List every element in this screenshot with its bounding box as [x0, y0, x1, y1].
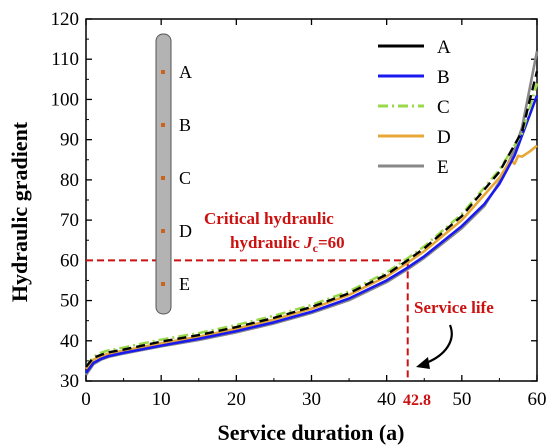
series-line-c: [84, 83, 539, 368]
probe-marker-a: [161, 70, 165, 74]
probe-marker-d: [161, 229, 165, 233]
axis-ticks: 0 10 20 30 40 50 60 30 40 50 60 70 80 90 100 110 120: [51, 9, 547, 410]
x-tick-label: 50: [452, 389, 471, 410]
series-line-b: [84, 94, 539, 374]
probe-marker-b: [161, 123, 165, 127]
y-tick-label: 60: [60, 250, 79, 271]
critical-label-line2: hydraulic Jc=60: [230, 233, 345, 255]
y-tick-label: 120: [51, 9, 80, 30]
legend-label-d: D: [437, 127, 451, 148]
y-tick-label: 80: [60, 170, 79, 191]
x-tick-label: 30: [302, 389, 321, 410]
probe-marker-e: [161, 282, 165, 286]
series-lines: [84, 50, 539, 376]
plot-frame-rect: [85, 18, 538, 382]
x-tick-label: 40: [377, 389, 396, 410]
probe-diagram: A B C D E: [155, 33, 192, 315]
probe-label-e: E: [179, 274, 190, 294]
service-life-arrowhead: [416, 357, 430, 369]
probe-label-d: D: [179, 221, 192, 241]
y-tick-label: 40: [60, 331, 79, 352]
x-tick-label: 60: [528, 389, 547, 410]
y-tick-label: 110: [51, 49, 79, 70]
legend-label-b: B: [437, 67, 450, 88]
y-tick-label: 30: [60, 371, 79, 392]
service-life-label: Service life: [414, 298, 494, 317]
service-life-value: 42.8: [403, 392, 431, 409]
y-tick-label: 50: [60, 291, 79, 312]
legend-label-a: A: [437, 37, 451, 58]
probe-body: [155, 33, 172, 315]
x-axis-label: Service duration (a): [218, 420, 405, 445]
series-line-d: [84, 144, 538, 370]
service-life-arrow: [425, 324, 453, 365]
probe-label-a: A: [179, 62, 192, 82]
y-tick-label: 70: [60, 210, 79, 231]
series-line-a: [85, 71, 539, 368]
legend-label-c: C: [437, 97, 450, 118]
y-tick-label: 90: [60, 130, 79, 151]
probe-label-b: B: [179, 115, 191, 135]
reference-lines: [86, 259, 409, 381]
x-tick-label: 20: [227, 389, 246, 410]
x-tick-label: 10: [152, 389, 171, 410]
probe-label-c: C: [179, 168, 191, 188]
plot-frame: [85, 18, 538, 382]
y-tick-label: 100: [51, 89, 80, 110]
y-axis-label: Hydraulic gradient: [7, 121, 32, 302]
legend-label-e: E: [437, 157, 449, 178]
critical-label-line1: Critical hydraulic: [204, 209, 334, 228]
probe-marker-c: [161, 176, 165, 180]
x-tick-label: 0: [81, 389, 91, 410]
